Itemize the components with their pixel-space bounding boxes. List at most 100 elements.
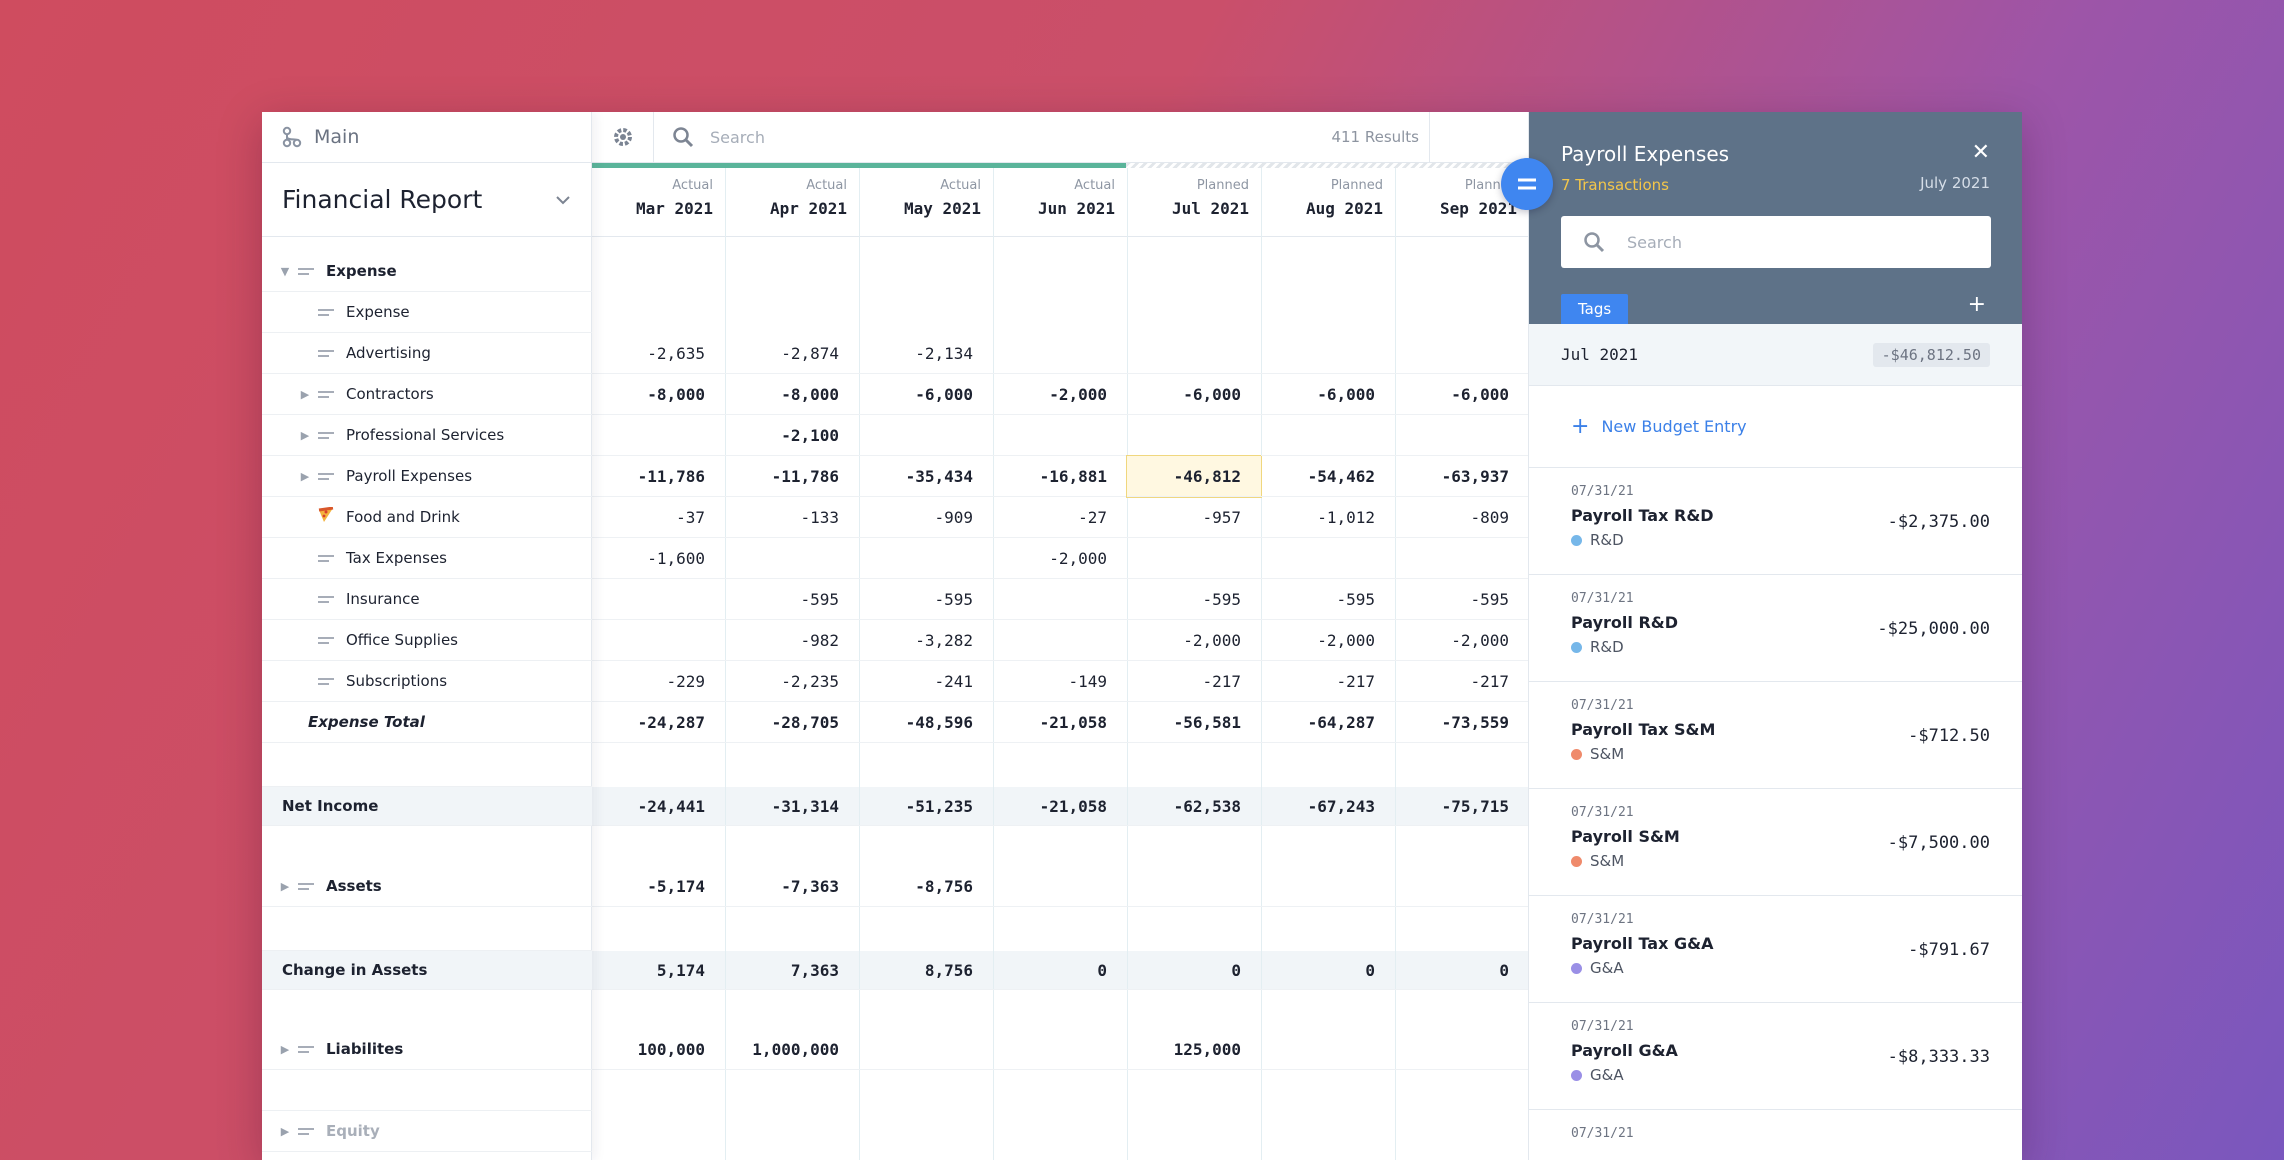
cell-advertising[interactable]: -2,134 xyxy=(859,333,993,374)
cell-contractors[interactable]: -6,000 xyxy=(859,374,993,415)
transaction-tag[interactable]: G&A xyxy=(1571,959,1624,977)
row-tax-expenses[interactable]: Tax Expenses xyxy=(262,538,592,579)
expand-caret-icon[interactable]: ▶ xyxy=(280,1042,290,1056)
cell-tax-expenses[interactable] xyxy=(859,538,993,579)
search-bar[interactable]: Search 411 Results xyxy=(654,112,1430,163)
cell-food-and-drink[interactable]: -909 xyxy=(859,497,993,538)
row-advertising[interactable]: Advertising xyxy=(262,333,592,374)
transaction-item[interactable]: 07/31/21 Payroll S&M -$7,500.00 S&M xyxy=(1529,789,2022,896)
row-contractors[interactable]: ▶ Contractors xyxy=(262,374,592,415)
cell-expense-total[interactable]: -48,596 xyxy=(859,702,993,743)
cell-advertising[interactable] xyxy=(1395,333,1529,374)
cell-expense-total[interactable]: -28,705 xyxy=(725,702,859,743)
cell-advertising[interactable] xyxy=(1261,333,1395,374)
cell-professional-services[interactable] xyxy=(1261,415,1395,456)
cell-assets[interactable]: -5,174 xyxy=(591,866,725,907)
row-insurance[interactable]: Insurance xyxy=(262,579,592,620)
cell-office-supplies[interactable]: -2,000 xyxy=(1261,620,1395,661)
add-tag-icon[interactable]: + xyxy=(1967,292,1986,317)
panel-search-input[interactable]: Search xyxy=(1561,216,1991,268)
transaction-tag[interactable]: R&D xyxy=(1571,638,1624,656)
cell-professional-services[interactable] xyxy=(859,415,993,456)
cell-assets[interactable]: -7,363 xyxy=(725,866,859,907)
collapse-caret-icon[interactable]: ▼ xyxy=(280,264,290,278)
row-food-and-drink[interactable]: Food and Drink xyxy=(262,497,592,538)
report-selector[interactable]: Financial Report xyxy=(262,163,591,237)
row-expense-group[interactable]: ▼ Expense xyxy=(262,251,592,292)
cell-liabilities[interactable] xyxy=(1395,1029,1529,1070)
cell-payroll-expenses[interactable]: -16,881 xyxy=(993,456,1127,497)
cell-subscriptions[interactable]: -241 xyxy=(859,661,993,702)
expand-caret-icon[interactable]: ▶ xyxy=(280,1124,290,1138)
cell-advertising[interactable]: -2,874 xyxy=(725,333,859,374)
cell-payroll-expenses[interactable]: -54,462 xyxy=(1261,456,1395,497)
workspace-switcher[interactable]: Main xyxy=(262,112,591,163)
transaction-item[interactable]: 07/31/21 Payroll R&D -$25,000.00 R&D xyxy=(1529,575,2022,682)
cell-liabilities[interactable]: 1,000,000 xyxy=(725,1029,859,1070)
cell-food-and-drink[interactable]: -957 xyxy=(1127,497,1261,538)
cell-net-income[interactable]: -21,058 xyxy=(993,787,1127,826)
expand-caret-icon[interactable]: ▶ xyxy=(300,387,310,401)
new-budget-entry-button[interactable]: + New Budget Entry xyxy=(1529,386,2022,468)
cell-liabilities[interactable] xyxy=(1261,1029,1395,1070)
cell-insurance[interactable]: -595 xyxy=(725,579,859,620)
cell-expense-total[interactable]: -24,287 xyxy=(591,702,725,743)
expand-caret-icon[interactable]: ▶ xyxy=(280,879,290,893)
cell-food-and-drink[interactable]: -133 xyxy=(725,497,859,538)
cell-expense-total[interactable]: -21,058 xyxy=(993,702,1127,743)
transaction-item[interactable]: 07/31/21 Payroll Tax G&A -$791.67 G&A xyxy=(1529,896,2022,1003)
cell-food-and-drink[interactable]: -1,012 xyxy=(1261,497,1395,538)
cell-liabilities[interactable] xyxy=(993,1029,1127,1070)
cell-subscriptions[interactable]: -217 xyxy=(1395,661,1529,702)
row-expense[interactable]: Expense xyxy=(262,292,592,333)
cell-tax-expenses[interactable] xyxy=(1395,538,1529,579)
cell-net-income[interactable]: -51,235 xyxy=(859,787,993,826)
cell-payroll-expenses[interactable]: -46,812 xyxy=(1126,455,1262,498)
cell-net-income[interactable]: -75,715 xyxy=(1395,787,1529,826)
cell-subscriptions[interactable]: -229 xyxy=(591,661,725,702)
cell-payroll-expenses[interactable]: -63,937 xyxy=(1395,456,1529,497)
column-header[interactable]: Actual May 2021 xyxy=(860,168,993,237)
transaction-tag[interactable]: S&M xyxy=(1571,852,1624,870)
cell-expense-total[interactable]: -56,581 xyxy=(1127,702,1261,743)
column-header[interactable]: Planned Aug 2021 xyxy=(1262,168,1395,237)
row-subscriptions[interactable]: Subscriptions xyxy=(262,661,592,702)
cell-payroll-expenses[interactable]: -11,786 xyxy=(725,456,859,497)
cell-change-in-assets[interactable]: 8,756 xyxy=(859,951,993,990)
cell-tax-expenses[interactable] xyxy=(725,538,859,579)
cell-change-in-assets[interactable]: 0 xyxy=(1261,951,1395,990)
cell-office-supplies[interactable]: -982 xyxy=(725,620,859,661)
cell-insurance[interactable]: -595 xyxy=(859,579,993,620)
cell-assets[interactable]: -8,756 xyxy=(859,866,993,907)
expand-caret-icon[interactable]: ▶ xyxy=(300,428,310,442)
cell-advertising[interactable]: -2,635 xyxy=(591,333,725,374)
cell-tax-expenses[interactable]: -2,000 xyxy=(993,538,1127,579)
cell-insurance[interactable]: -595 xyxy=(1261,579,1395,620)
cell-food-and-drink[interactable]: -809 xyxy=(1395,497,1529,538)
cell-subscriptions[interactable]: -2,235 xyxy=(725,661,859,702)
transaction-tag[interactable]: G&A xyxy=(1571,1066,1624,1084)
cell-liabilities[interactable] xyxy=(859,1029,993,1070)
transaction-item[interactable]: 07/31/21 xyxy=(1529,1110,2022,1160)
search-input[interactable]: Search xyxy=(710,127,765,147)
close-icon[interactable]: ✕ xyxy=(1971,140,1990,165)
cell-insurance[interactable]: -595 xyxy=(1395,579,1529,620)
cell-professional-services[interactable]: -2,100 xyxy=(725,415,859,456)
cell-net-income[interactable]: -62,538 xyxy=(1127,787,1261,826)
cell-payroll-expenses[interactable]: -35,434 xyxy=(859,456,993,497)
settings-button[interactable] xyxy=(592,112,654,163)
cell-contractors[interactable]: -6,000 xyxy=(1395,374,1529,415)
cell-change-in-assets[interactable]: 5,174 xyxy=(591,951,725,990)
cell-assets[interactable] xyxy=(993,866,1127,907)
cell-change-in-assets[interactable]: 0 xyxy=(1395,951,1529,990)
cell-tax-expenses[interactable] xyxy=(1261,538,1395,579)
cell-payroll-expenses[interactable]: -11,786 xyxy=(591,456,725,497)
cell-professional-services[interactable] xyxy=(993,415,1127,456)
cell-professional-services[interactable] xyxy=(591,415,725,456)
cell-contractors[interactable]: -6,000 xyxy=(1127,374,1261,415)
column-header[interactable]: Actual Jun 2021 xyxy=(994,168,1127,237)
row-equity[interactable]: ▶ Equity xyxy=(262,1111,592,1152)
cell-office-supplies[interactable]: -2,000 xyxy=(1127,620,1261,661)
cell-liabilities[interactable]: 100,000 xyxy=(591,1029,725,1070)
cell-assets[interactable] xyxy=(1261,866,1395,907)
